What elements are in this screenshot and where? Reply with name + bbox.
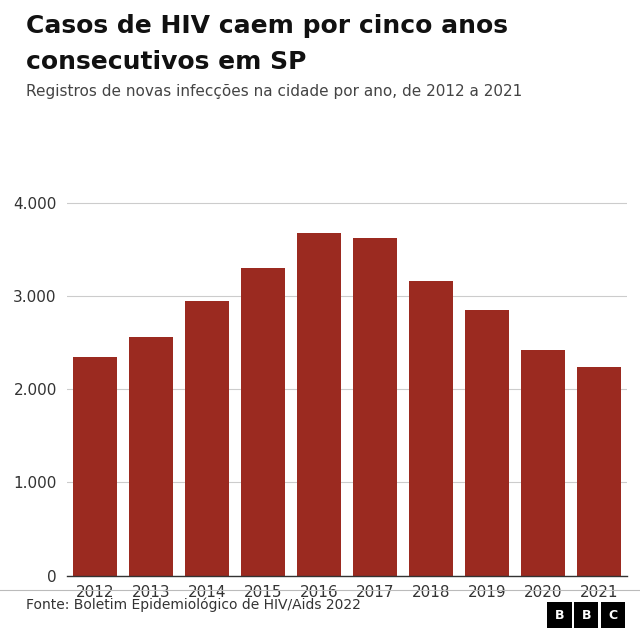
Text: Casos de HIV caem por cinco anos: Casos de HIV caem por cinco anos — [26, 14, 508, 38]
Bar — [186, 301, 229, 576]
Text: Registros de novas infecções na cidade por ano, de 2012 a 2021: Registros de novas infecções na cidade p… — [26, 84, 522, 99]
Bar — [465, 310, 509, 576]
Bar — [298, 233, 341, 576]
Bar — [353, 238, 397, 576]
Bar — [241, 268, 285, 576]
Text: C: C — [609, 609, 618, 621]
Text: consecutivos em SP: consecutivos em SP — [26, 50, 306, 74]
Bar — [577, 367, 621, 576]
Bar — [129, 337, 173, 576]
Bar — [74, 357, 117, 576]
Text: B: B — [555, 609, 564, 621]
Bar — [410, 281, 453, 576]
Text: B: B — [582, 609, 591, 621]
Text: Fonte: Boletim Epidemiológico de HIV/Aids 2022: Fonte: Boletim Epidemiológico de HIV/Aid… — [26, 598, 360, 612]
Bar — [522, 350, 565, 576]
